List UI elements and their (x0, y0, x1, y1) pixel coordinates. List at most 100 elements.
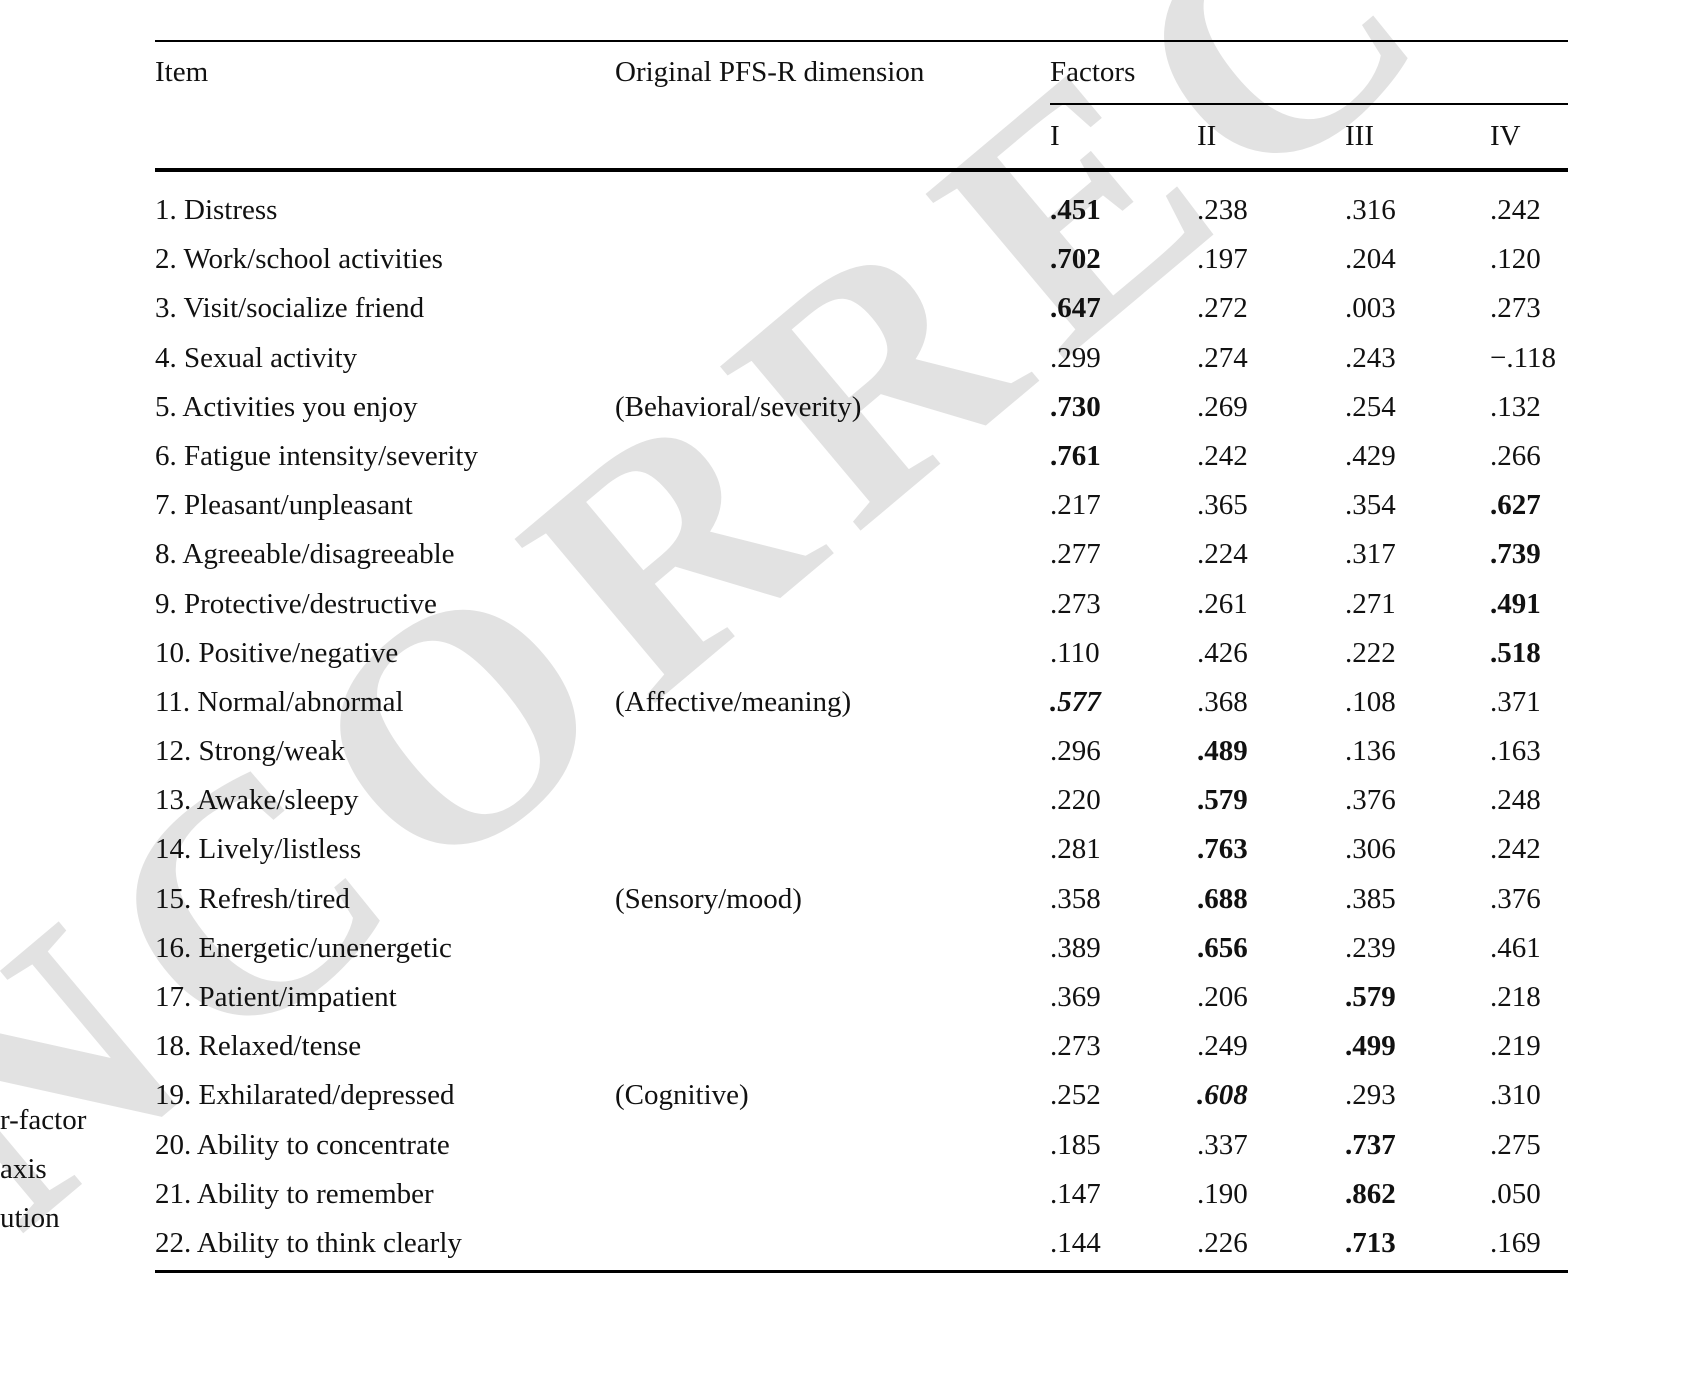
loading-cell: .737 (1345, 1128, 1396, 1161)
loading-cell: .219 (1490, 1030, 1541, 1063)
loading-cell: .702 (1050, 243, 1101, 276)
table-row: 16. Energetic/unenergetic .389 .656 .239 .46… (155, 924, 1568, 973)
item-cell: 2. Work/school activities (155, 243, 443, 276)
loading-cell: .226 (1197, 1226, 1248, 1259)
loading-cell: .369 (1050, 981, 1101, 1013)
loading-cell: .730 (1050, 390, 1101, 423)
table-row: 20. Ability to concentrate .185 .337 .737 .2… (155, 1121, 1568, 1170)
table-header-rule (155, 168, 1568, 172)
loading-cell: .337 (1197, 1128, 1248, 1161)
dimension-cell (615, 825, 1050, 874)
item-cell: 7. Pleasant/unpleasant (155, 489, 413, 522)
column-header-factor-2: II (1197, 120, 1217, 152)
loading-cell: .293 (1345, 1079, 1396, 1112)
loading-cell: .579 (1345, 981, 1396, 1013)
item-cell: 9. Protective/destructive (155, 587, 437, 620)
loading-cell: .739 (1490, 538, 1541, 571)
loading-cell: .120 (1490, 243, 1541, 276)
table-row: 11. Normal/abnormal (Affective/meaning) .5… (155, 678, 1568, 727)
loading-cell: .242 (1197, 439, 1248, 472)
item-cell: 15. Refresh/tired (155, 882, 350, 915)
caption-line: axis (0, 1153, 47, 1185)
item-cell: 17. Patient/impatient (155, 981, 397, 1013)
loading-cell: .376 (1345, 784, 1396, 817)
caption-line: ution (0, 1202, 60, 1234)
dimension-cell (615, 284, 1050, 333)
dimension-cell (615, 1121, 1050, 1170)
item-cell: 16. Energetic/unenergetic (155, 931, 452, 964)
loading-cell: .254 (1345, 390, 1396, 423)
loading-cell: .248 (1490, 784, 1541, 817)
loading-cell: .239 (1345, 931, 1396, 964)
loading-cell: .243 (1345, 341, 1396, 374)
table-row: 18. Relaxed/tense .273 .249 .499 .219 (155, 1022, 1568, 1071)
loading-cell: .647 (1050, 292, 1101, 325)
item-cell: 13. Awake/sleepy (155, 784, 359, 817)
table-row: 22. Ability to think clearly .144 .226 .713… (155, 1219, 1568, 1268)
item-cell: 12. Strong/weak (155, 735, 346, 768)
loading-cell: .147 (1050, 1177, 1101, 1210)
item-cell: 5. Activities you enjoy (155, 390, 418, 423)
loading-cell: .579 (1197, 784, 1248, 817)
dimension-cell (615, 481, 1050, 530)
loading-cell: .261 (1197, 587, 1248, 620)
table-bottom-rule (155, 1270, 1568, 1273)
loading-cell: .389 (1050, 931, 1101, 964)
table-row: 5. Activities you enjoy (Behavioral/sever… (155, 383, 1568, 432)
loading-cell: .132 (1490, 390, 1541, 423)
dimension-cell (615, 530, 1050, 579)
loading-cell: .222 (1345, 636, 1396, 669)
loading-cell: .197 (1197, 243, 1248, 276)
loading-cell: .385 (1345, 882, 1396, 915)
item-cell: 6. Fatigue intensity/severity (155, 439, 478, 472)
loading-cell: .220 (1050, 784, 1101, 817)
loading-cell: .273 (1490, 292, 1541, 325)
table-row: 21. Ability to remember .147 .190 .862 .050 (155, 1170, 1568, 1219)
table-row: 19. Exhilarated/depressed (Cognitive) .252… (155, 1071, 1568, 1120)
loading-cell: .206 (1197, 981, 1248, 1013)
loading-cell: .275 (1490, 1128, 1541, 1161)
loading-cell: .376 (1490, 882, 1541, 915)
loading-cell: .110 (1050, 636, 1100, 669)
loading-cell: .426 (1197, 636, 1248, 669)
loading-cell: .269 (1197, 390, 1248, 423)
table-row: 3. Visit/socialize friend .647 .272 .003 .27… (155, 284, 1568, 333)
table-row: 12. Strong/weak .296 .489 .136 .163 (155, 727, 1568, 776)
loading-cell: .190 (1197, 1177, 1248, 1210)
item-cell: 22. Ability to think clearly (155, 1226, 462, 1259)
loading-cell: .144 (1050, 1226, 1101, 1259)
loading-cell: .310 (1490, 1079, 1541, 1112)
factors-group-rule (1050, 103, 1568, 105)
factor-loadings-table: Item Original PFS-R dimension Factors I … (155, 0, 1568, 1379)
dimension-cell (615, 973, 1050, 1022)
loading-cell: .266 (1490, 439, 1541, 472)
loading-cell: .050 (1490, 1177, 1541, 1210)
loading-cell: .365 (1197, 489, 1248, 522)
column-header-factor-4: IV (1490, 120, 1521, 152)
loading-cell: .224 (1197, 538, 1248, 571)
loading-cell: .169 (1490, 1226, 1541, 1259)
loading-cell: .577 (1050, 685, 1101, 718)
dimension-cell: (Behavioral/severity) (615, 390, 862, 423)
item-cell: 18. Relaxed/tense (155, 1030, 362, 1063)
table-row: 4. Sexual activity .299 .274 .243 −.118 (155, 334, 1568, 383)
loading-cell: .627 (1490, 489, 1541, 522)
loading-cell: .761 (1050, 439, 1101, 472)
loading-cell: .163 (1490, 735, 1541, 768)
dimension-cell (615, 924, 1050, 973)
loading-cell: .274 (1197, 341, 1248, 374)
item-cell: 11. Normal/abnormal (155, 685, 404, 718)
item-cell: 20. Ability to concentrate (155, 1128, 450, 1161)
dimension-cell (615, 776, 1050, 825)
caption-line: r-factor (0, 1104, 87, 1136)
loading-cell: .317 (1345, 538, 1396, 571)
table-row: 8. Agreeable/disagreeable .277 .224 .317 .73… (155, 530, 1568, 579)
dimension-cell (615, 432, 1050, 481)
loading-cell: .499 (1345, 1030, 1396, 1063)
loading-cell: −.118 (1490, 341, 1557, 374)
item-cell: 19. Exhilarated/depressed (155, 1079, 455, 1112)
loading-cell: .185 (1050, 1128, 1101, 1161)
dimension-cell: (Affective/meaning) (615, 685, 852, 718)
column-header-factor-3: III (1345, 120, 1374, 152)
loading-cell: .354 (1345, 489, 1396, 522)
